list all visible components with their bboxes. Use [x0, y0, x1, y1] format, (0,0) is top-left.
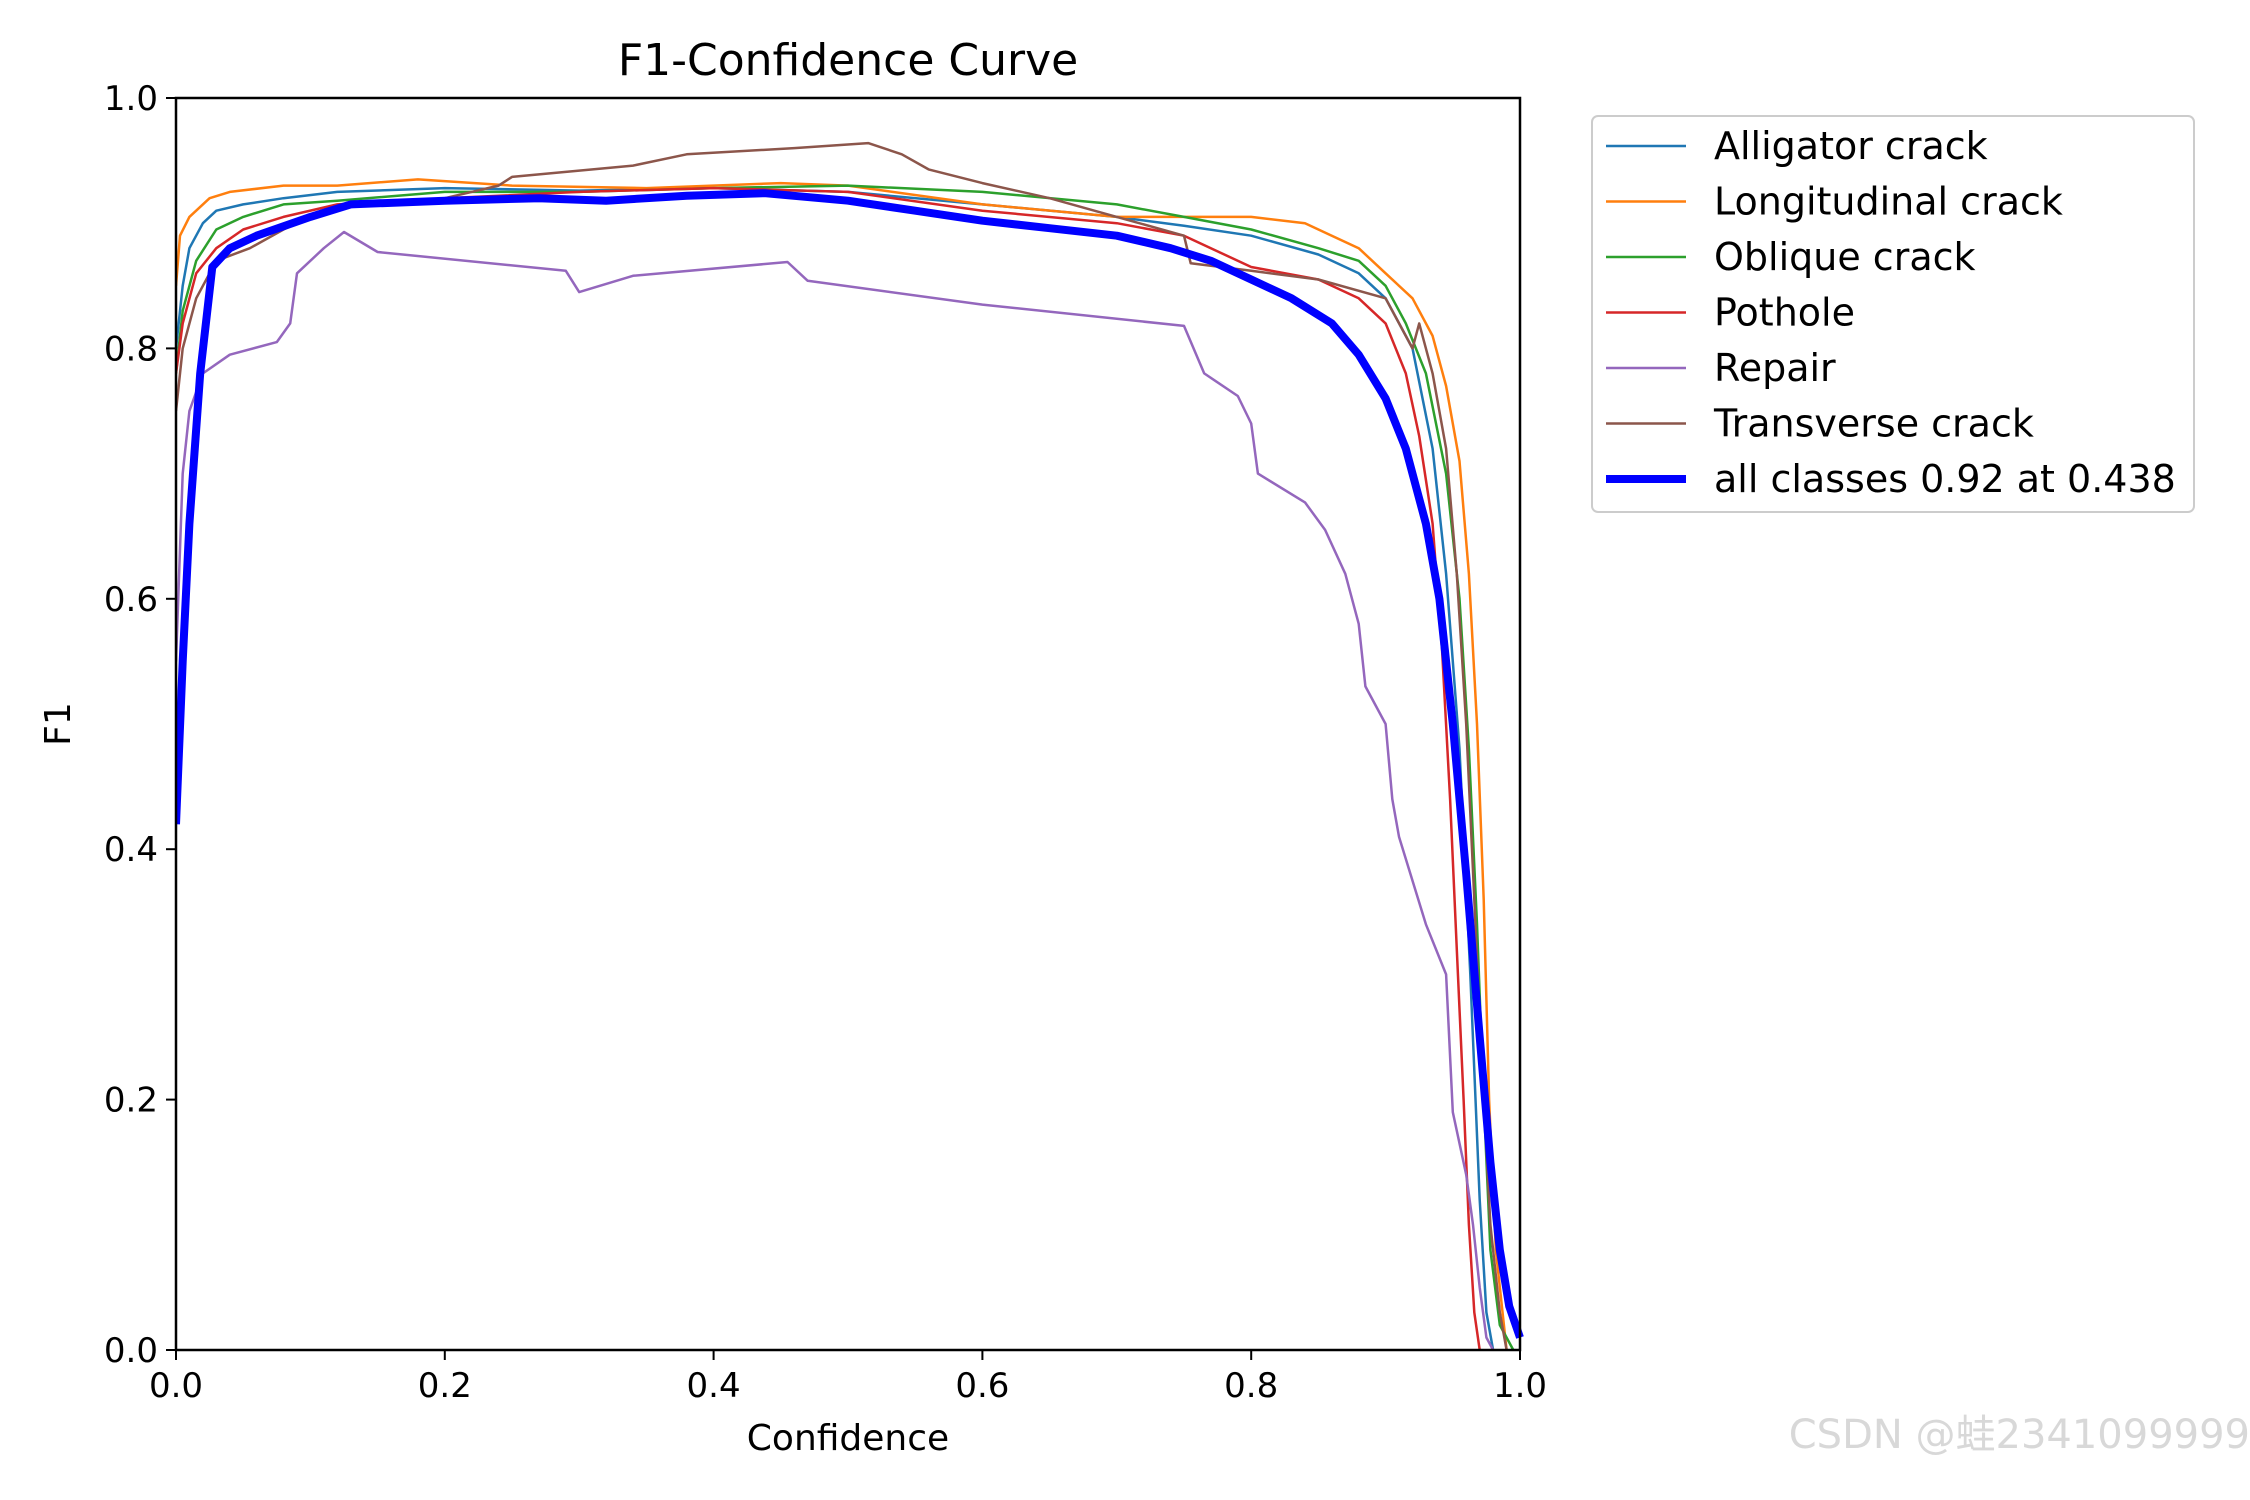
legend-label: Alligator crack: [1714, 124, 1988, 168]
legend-label: Repair: [1714, 346, 1836, 390]
x-tick-label: 1.0: [1493, 1366, 1547, 1406]
legend-label: Pothole: [1714, 291, 1855, 335]
chart-title: F1-Confidence Curve: [618, 35, 1078, 86]
legend: Alligator crack Longitudinal crack Oblique…: [1591, 115, 2195, 513]
legend-label: Longitudinal crack: [1714, 180, 2063, 224]
axis-ticks: 0.0 0.2 0.4 0.6 0.8 1.0 0.0 0.2 0.4 0.6 0.8 1.0: [104, 79, 1547, 1406]
series-line-repair: [176, 230, 1495, 1351]
series-line-transverse-crack: [176, 141, 1508, 1351]
plot-frame: [174, 96, 1522, 1352]
legend-box: [1591, 115, 2195, 513]
legend-label: all classes 0.92 at 0.438: [1714, 457, 2176, 501]
y-axis-label: F1: [38, 702, 79, 746]
y-tick-label: 0.6: [104, 580, 158, 620]
series-line-oblique-crack: [176, 184, 1515, 1351]
legend-label: Transverse crack: [1713, 402, 2034, 446]
legend-entries: Alligator crack Longitudinal crack Oblique…: [1606, 124, 2176, 501]
watermark: CSDN @蛙2341099999: [1788, 1412, 2250, 1458]
y-tick-label: 0.0: [104, 1331, 158, 1371]
y-tick-label: 0.2: [104, 1081, 158, 1121]
series-lines: [176, 141, 1524, 1351]
y-tick-label: 0.8: [104, 329, 158, 369]
x-axis-label: Confidence: [747, 1418, 949, 1459]
x-tick-label: 0.0: [149, 1366, 203, 1406]
legend-label: Oblique crack: [1714, 235, 1976, 279]
x-tick-label: 0.8: [1224, 1366, 1278, 1406]
series-line-alligator-crack: [176, 186, 1495, 1351]
x-tick-label: 0.4: [687, 1366, 741, 1406]
series-line-all-classes-0-92-at-0-438: [176, 189, 1524, 1339]
y-tick-label: 1.0: [104, 79, 158, 119]
series-line-pothole: [176, 186, 1481, 1351]
series-line-longitudinal-crack: [176, 178, 1508, 1351]
x-tick-label: 0.6: [955, 1366, 1009, 1406]
y-tick-label: 0.4: [104, 830, 158, 870]
x-tick-label: 0.2: [418, 1366, 472, 1406]
